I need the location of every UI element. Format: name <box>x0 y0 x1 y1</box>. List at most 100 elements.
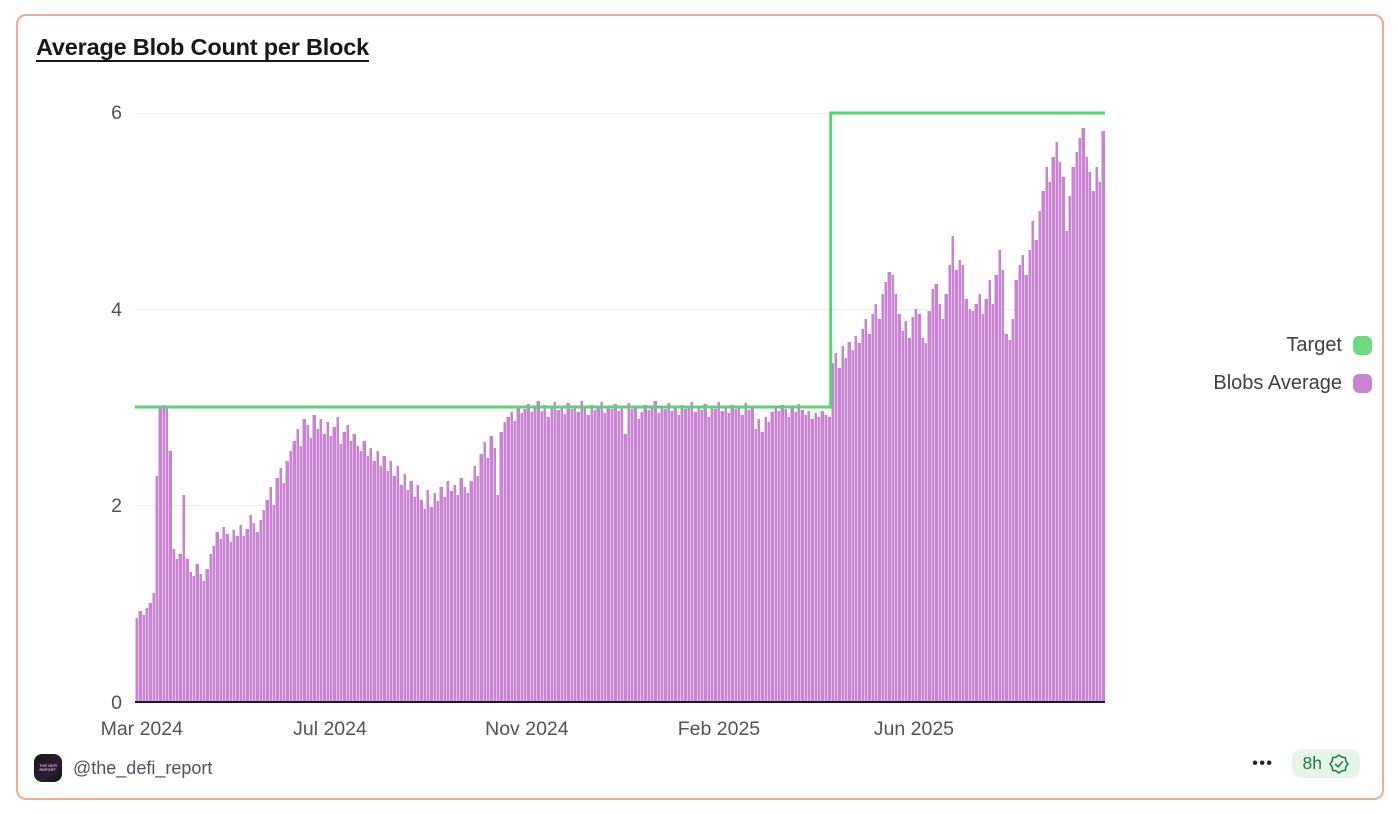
bar <box>954 269 958 701</box>
bar <box>1021 255 1025 701</box>
bar <box>837 367 841 701</box>
attribution: THE DEFI REPORT @the_defi_report <box>34 754 212 782</box>
bar <box>462 487 467 701</box>
bar <box>435 501 440 701</box>
bar <box>161 405 166 701</box>
bar <box>957 260 961 701</box>
bar <box>676 414 681 701</box>
bar <box>332 426 336 701</box>
bar <box>950 235 955 701</box>
bar <box>145 607 149 701</box>
bar <box>750 407 754 701</box>
plot-area[interactable] <box>135 111 1105 703</box>
bar <box>1024 274 1028 701</box>
bar <box>442 497 446 701</box>
bar <box>723 407 727 701</box>
age-badge[interactable]: 8h <box>1291 749 1360 778</box>
bar <box>372 460 376 701</box>
bar <box>312 414 316 701</box>
bar <box>643 405 647 701</box>
account-handle[interactable]: @the_defi_report <box>73 757 213 778</box>
bar <box>586 414 590 701</box>
bar <box>385 470 390 701</box>
bar <box>486 457 490 701</box>
bar <box>753 428 757 701</box>
bar <box>770 411 774 701</box>
bar <box>1004 333 1008 701</box>
bar <box>198 573 202 701</box>
bar <box>693 411 697 701</box>
bar <box>228 542 232 701</box>
bar <box>696 407 701 701</box>
more-options-button[interactable]: ••• <box>1252 754 1274 772</box>
bar <box>793 411 798 701</box>
bar <box>432 493 436 701</box>
bar <box>743 403 747 701</box>
bar <box>573 407 577 701</box>
bar <box>820 410 824 701</box>
bar <box>1098 181 1102 701</box>
target-line <box>135 111 1105 409</box>
bar <box>649 407 654 701</box>
bar <box>255 532 259 701</box>
bar <box>218 539 222 701</box>
bar <box>1064 230 1068 701</box>
bar <box>422 508 426 701</box>
legend-item-blobs-average[interactable]: Blobs Average <box>1213 372 1372 395</box>
avatar-text-line1: THE DEFI <box>38 763 58 768</box>
bar <box>670 410 674 701</box>
bar <box>201 581 206 701</box>
bar <box>181 495 186 701</box>
bar <box>967 309 971 701</box>
bar <box>188 571 192 701</box>
bar <box>994 274 998 701</box>
legend-item-target[interactable]: Target <box>1286 334 1372 357</box>
bar <box>863 318 868 701</box>
bar <box>1084 157 1088 701</box>
bar <box>208 554 212 701</box>
legend: Target Blobs Average <box>1213 334 1372 395</box>
bar <box>482 442 487 701</box>
bar <box>860 328 864 701</box>
legend-label-target: Target <box>1286 334 1342 356</box>
bar <box>221 526 226 701</box>
bar <box>974 304 978 701</box>
bar <box>135 617 139 701</box>
bar <box>726 412 731 701</box>
bar <box>452 485 456 701</box>
bar <box>359 451 363 701</box>
bar <box>365 456 370 701</box>
bar <box>335 416 339 701</box>
bar <box>308 438 313 701</box>
bar <box>355 446 360 701</box>
bar <box>185 558 189 701</box>
bar <box>389 460 393 701</box>
bar <box>870 313 874 701</box>
bar <box>449 491 453 701</box>
bar <box>686 407 691 701</box>
bar <box>733 408 737 701</box>
bar <box>690 402 694 701</box>
bar <box>596 407 600 701</box>
bar <box>576 411 580 701</box>
bar <box>847 342 851 701</box>
bar <box>646 409 650 701</box>
y-axis-label: 4 <box>111 298 122 321</box>
bar <box>445 481 450 701</box>
bar <box>559 407 563 701</box>
bar <box>603 412 607 701</box>
bar <box>843 358 848 701</box>
bar <box>566 403 570 701</box>
bar <box>897 313 901 701</box>
bar <box>867 333 871 701</box>
bar <box>1014 279 1018 701</box>
bar <box>1011 318 1015 701</box>
bar <box>379 465 383 701</box>
x-axis-label: Nov 2024 <box>485 718 569 740</box>
x-axis-label: Jun 2025 <box>873 718 955 740</box>
bar <box>569 408 574 701</box>
bar <box>827 416 831 701</box>
bar <box>318 418 323 701</box>
bars-layer <box>135 113 1105 701</box>
bar <box>746 409 751 701</box>
